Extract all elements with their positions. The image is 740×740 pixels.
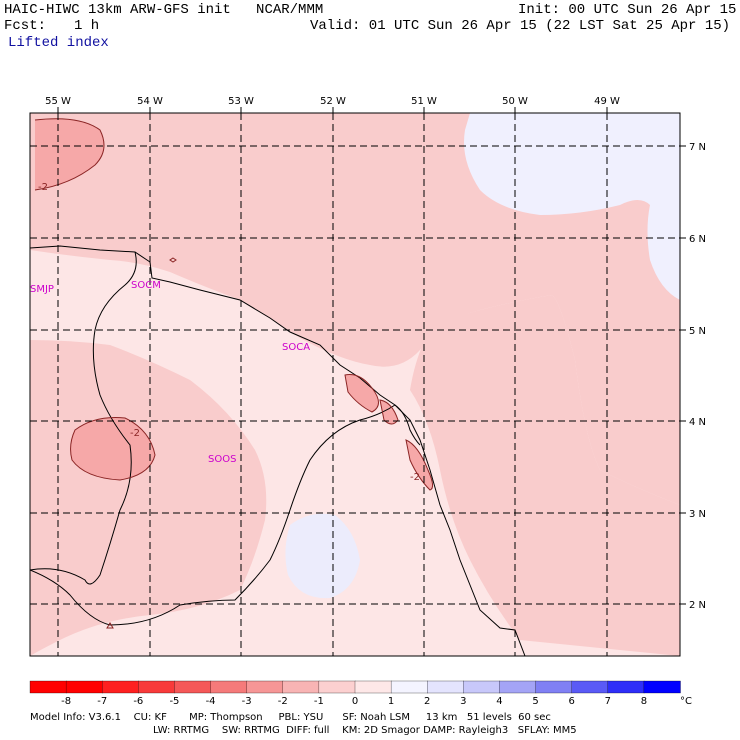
- axis-ticks: [57, 107, 686, 605]
- colorbar-tick-label: -5: [169, 696, 179, 707]
- model-info-line2: LW: RRTMG SW: RRTMG DIFF: full KM: 2D Sm…: [153, 725, 577, 736]
- valid-time: Valid: 01 UTC Sun 26 Apr 15 (22 LST Sat …: [310, 18, 731, 34]
- colorbar-swatch: [463, 680, 501, 694]
- lon-label: 54 W: [137, 96, 163, 107]
- forecast-label: Fcst:: [4, 18, 47, 34]
- lon-labels: 55 W 54 W 53 W 52 W 51 W 50 W 49 W: [45, 96, 620, 107]
- colorbar-swatch: [102, 680, 139, 694]
- colorbar-swatch: [390, 680, 428, 694]
- field-band-upper: [30, 113, 680, 505]
- field-positive-south: [285, 513, 360, 599]
- colorbar-swatch: [210, 680, 248, 694]
- colorbar-tick-label: -1: [314, 696, 324, 707]
- field-band-east: [410, 295, 680, 656]
- contour-labels: -2 -2 -2: [38, 182, 420, 483]
- field-positive-northeast: [464, 113, 680, 300]
- field-cell-west: [70, 417, 155, 480]
- colorbar-tick-label: -2: [278, 696, 288, 707]
- colorbar-unit: °C: [680, 696, 692, 707]
- colorbar-tick-label: 7: [605, 696, 611, 707]
- colorbar-swatch: [607, 680, 645, 694]
- colorbar-swatch: [571, 680, 609, 694]
- lat-label: 6 N: [689, 234, 706, 245]
- model-info-line1: Model Info: V3.6.1 CU: KF MP: Thompson P…: [30, 712, 551, 723]
- colorbar-swatch: [246, 680, 284, 694]
- station-soca: SOCA: [282, 342, 310, 353]
- colorbar-tick-label: -3: [242, 696, 252, 707]
- contour-label: -2: [130, 428, 140, 439]
- lat-labels: 7 N 6 N 5 N 4 N 3 N 2 N: [689, 142, 706, 611]
- colorbar-swatch: [138, 680, 176, 694]
- colorbar-tick-label: 3: [460, 696, 466, 707]
- contour-minus2: [34, 118, 434, 629]
- lat-label: 5 N: [689, 326, 706, 337]
- colorbar-swatch: [65, 680, 103, 694]
- station-soos: SOOS: [208, 454, 236, 465]
- field-band-interior: [100, 300, 520, 656]
- colorbar-swatch: [29, 680, 67, 694]
- colorbar-swatch: [643, 680, 681, 694]
- colorbar-tick-label: 4: [496, 696, 502, 707]
- colorbar-tick-label: 8: [641, 696, 647, 707]
- lon-label: 49 W: [594, 96, 620, 107]
- colorbar-tick-label: 5: [532, 696, 538, 707]
- colorbar-swatch: [354, 680, 392, 694]
- lat-label: 7 N: [689, 142, 706, 153]
- border-coast-east: [394, 404, 421, 446]
- forecast-hour: 1 h: [74, 18, 100, 34]
- lon-label: 53 W: [228, 96, 254, 107]
- colorbar: -8 -7 -6 -5 -4 -3 -2 -1 0 1 2 3 4 5 6 7 8 °C: [29, 680, 692, 707]
- field-band-southwest: [30, 340, 267, 656]
- colorbar-swatch: [499, 680, 537, 694]
- lon-label: 50 W: [502, 96, 528, 107]
- lat-label: 3 N: [689, 509, 706, 520]
- station-smjp: SMJP: [30, 284, 54, 295]
- colorbar-tick-label: 1: [388, 696, 394, 707]
- station-labels: SMJP SOCM SOCA SOOS: [30, 280, 310, 465]
- lat-lon-grid: [30, 113, 680, 656]
- init-time: Init: 00 UTC Sun 26 Apr 15: [518, 2, 737, 18]
- colorbar-tick-label: -4: [206, 696, 216, 707]
- map-frame: [29, 112, 681, 657]
- shaded-field: [30, 113, 680, 656]
- colorbar-swatch: [535, 680, 573, 694]
- lat-label: 2 N: [689, 600, 706, 611]
- colorbar-swatch: [282, 680, 320, 694]
- plot-title: HAIC-HIWC 13km ARW-GFS init NCAR/MMM: [4, 2, 324, 18]
- field-cell-coast-1: [345, 374, 379, 412]
- field-name: Lifted index: [8, 35, 109, 51]
- border-suriname-guyana: [30, 251, 137, 585]
- field-cell-northwest: [35, 118, 104, 190]
- contour-label: -2: [410, 472, 420, 483]
- colorbar-swatch: [318, 680, 356, 694]
- station-socm: SOCM: [131, 280, 161, 291]
- lon-label: 52 W: [320, 96, 346, 107]
- colorbar-tick-label: 6: [568, 696, 574, 707]
- lon-label: 55 W: [45, 96, 71, 107]
- lon-label: 51 W: [411, 96, 437, 107]
- colorbar-tick-label: 0: [352, 696, 358, 707]
- colorbar-tick-label: 2: [424, 696, 430, 707]
- field-cell-coast-3: [406, 440, 433, 490]
- colorbar-tick-label: -7: [97, 696, 107, 707]
- coastline: [30, 245, 526, 656]
- colorbar-swatch: [427, 680, 464, 694]
- colorbar-swatch: [174, 680, 212, 694]
- contour-label: -2: [38, 182, 48, 193]
- field-cell-coast-2: [380, 400, 398, 424]
- colorbar-tick-label: -6: [133, 696, 143, 707]
- lat-label: 4 N: [689, 417, 706, 428]
- colorbar-tick-label: -8: [61, 696, 71, 707]
